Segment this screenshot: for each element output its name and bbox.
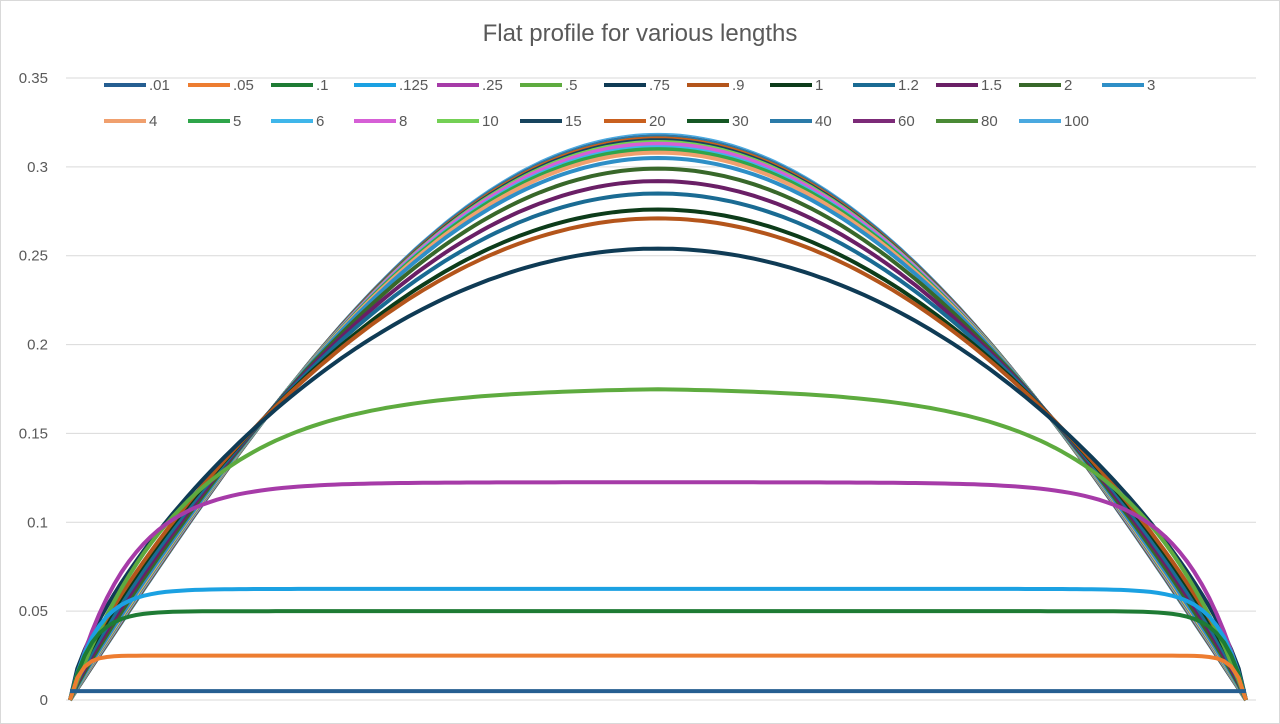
legend-item: 3 — [1102, 77, 1155, 94]
legend-label: .05 — [233, 77, 254, 94]
series-line-6 — [68, 145, 1248, 702]
y-tick-label: 0.15 — [19, 425, 48, 442]
legend-label: 3 — [1147, 77, 1155, 94]
legend-item: .75 — [604, 77, 670, 94]
legend-item: .01 — [104, 77, 170, 94]
series-line-p9 — [68, 216, 1248, 701]
legend-label: 30 — [732, 113, 749, 130]
series-line-5 — [68, 147, 1248, 701]
y-tick-label: 0.3 — [27, 159, 48, 176]
series-lines — [68, 132, 1248, 702]
legend-label: .25 — [482, 77, 503, 94]
series-line-p25 — [68, 480, 1248, 701]
series-line-20 — [68, 136, 1248, 702]
series-line-40 — [68, 134, 1248, 702]
legend-label: 2 — [1064, 77, 1072, 94]
legend-label: 60 — [898, 113, 915, 130]
legend-item: 1.2 — [853, 77, 919, 94]
chart-title: Flat profile for various lengths — [482, 20, 798, 47]
legend-item: 100 — [1019, 113, 1089, 130]
legend-label: 8 — [399, 113, 407, 130]
legend-item: .5 — [520, 77, 578, 94]
y-tick-label: 0.05 — [19, 603, 48, 620]
legend-label: 1.2 — [898, 77, 919, 94]
y-axis-tick-labels: 0 0.05 0.1 0.15 0.2 0.25 0.3 0.35 — [19, 70, 48, 709]
legend-label: .9 — [732, 77, 745, 94]
legend-label: 20 — [649, 113, 666, 130]
legend-label: 15 — [565, 113, 582, 130]
series-line-p1 — [68, 609, 1248, 701]
series-line-15 — [68, 138, 1248, 702]
legend-label: 80 — [981, 113, 998, 130]
legend-item: 4 — [104, 113, 157, 130]
legend-label: .1 — [316, 77, 329, 94]
legend-item: .25 — [437, 77, 503, 94]
legend-label: 10 — [482, 113, 499, 130]
series-line-60 — [68, 134, 1248, 702]
legend-label: 1 — [815, 77, 823, 94]
y-tick-label: 0.35 — [19, 70, 48, 87]
legend-item: 80 — [936, 113, 998, 130]
legend-item: 30 — [687, 113, 749, 130]
legend-label: 6 — [316, 113, 324, 130]
y-tick-label: 0.2 — [27, 337, 48, 354]
legend-label: 1.5 — [981, 77, 1002, 94]
legend-label: .75 — [649, 77, 670, 94]
legend-item: 20 — [604, 113, 666, 130]
legend-item: 1 — [770, 77, 823, 94]
series-line-p125 — [68, 586, 1248, 701]
y-tick-label: 0.1 — [27, 514, 48, 531]
series-line-p75 — [68, 246, 1248, 701]
series-line-8 — [68, 141, 1248, 702]
legend-item: 8 — [354, 113, 407, 130]
legend-item: 60 — [853, 113, 915, 130]
legend-item: 6 — [271, 113, 324, 130]
series-line-10 — [68, 140, 1248, 702]
legend-item: .05 — [188, 77, 254, 94]
legend-item: 15 — [520, 113, 582, 130]
legend-item: .9 — [687, 77, 745, 94]
series-line-80 — [68, 134, 1248, 702]
legend-label: 5 — [233, 113, 241, 130]
legend: .01 .05 .1 .125 .25 .5 .75 .9 1 1.2 1.5 2 3 4 5 6 8 10 15 2… — [104, 77, 1155, 130]
series-line-3 — [68, 156, 1248, 701]
legend-label: 100 — [1064, 113, 1089, 130]
legend-item: 40 — [770, 113, 832, 130]
legend-label: .125 — [399, 77, 428, 94]
legend-item: 2 — [1019, 77, 1072, 94]
legend-item: 10 — [437, 113, 499, 130]
legend-item: .125 — [354, 77, 428, 94]
legend-label: .01 — [149, 77, 170, 94]
legend-label: 40 — [815, 113, 832, 130]
y-tick-label: 0 — [40, 692, 48, 709]
legend-label: .5 — [565, 77, 578, 94]
series-line-30 — [68, 136, 1248, 702]
legend-item: 1.5 — [936, 77, 1002, 94]
legend-item: 5 — [188, 113, 241, 130]
series-line-p5 — [68, 387, 1248, 701]
legend-item: .1 — [271, 77, 329, 94]
series-line-4 — [68, 150, 1248, 701]
y-tick-label: 0.25 — [19, 248, 48, 265]
series-line-p05 — [68, 653, 1248, 701]
legend-label: 4 — [149, 113, 157, 130]
